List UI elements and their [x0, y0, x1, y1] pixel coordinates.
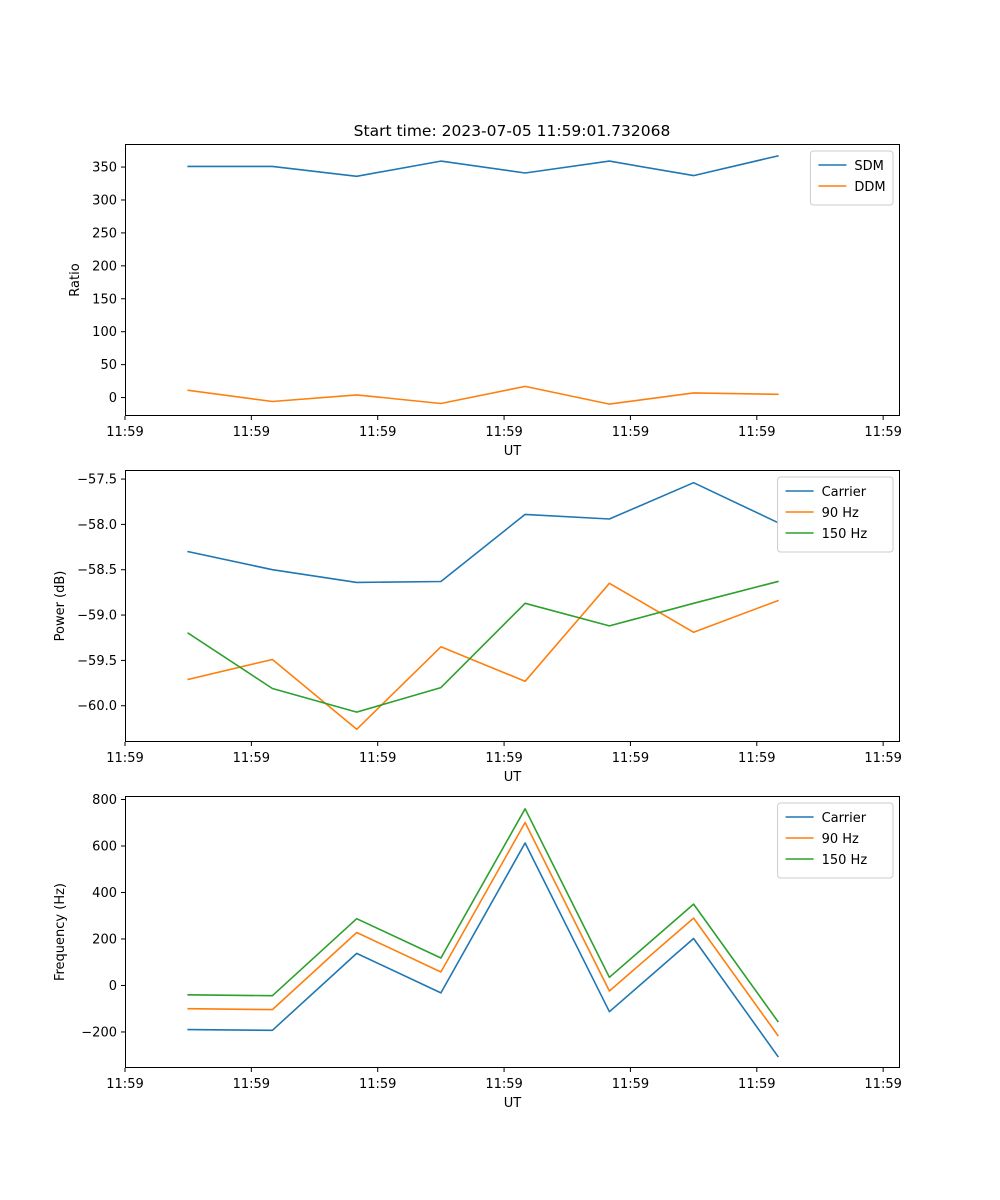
x-tick-label: 11:59 [612, 1077, 649, 1092]
x-tick-label: 11:59 [864, 425, 901, 440]
x-tick-label: 11:59 [106, 1077, 143, 1092]
x-tick-label: 11:59 [359, 1077, 396, 1092]
legend-label: 90 Hz [822, 832, 859, 847]
legend-label: 90 Hz [822, 506, 859, 521]
y-tick-label: 300 [92, 193, 117, 208]
charts-container: 11:59 11:59 11:59 11:59 11:59 11:59 11:59 0 50 10… [53, 144, 902, 1111]
y-axis-label: Frequency (Hz) [53, 883, 68, 981]
y-axis-label: Ratio [68, 263, 83, 296]
x-tick-label: 11:59 [864, 751, 901, 766]
legend-label: 150 Hz [822, 853, 868, 868]
y-tick-label: 100 [92, 325, 117, 340]
series-line-carrier [187, 481, 779, 584]
y-tick-label: 200 [92, 932, 117, 947]
subplot-1: 11:59 11:59 11:59 11:59 11:59 11:59 11:59 0 50 10… [68, 144, 902, 459]
x-tick-label: 11:59 [485, 751, 522, 766]
legend: Carrier 90 Hz 150 Hz [777, 802, 894, 879]
y-tick-label: 50 [100, 358, 117, 373]
series-line-90-hz [187, 582, 779, 731]
x-axis-label: UT [504, 770, 522, 785]
y-tick-label: −59.5 [77, 654, 117, 669]
x-tick-label: 11:59 [612, 425, 649, 440]
y-tick-label: 0 [109, 979, 117, 994]
figure-title: Start time: 2023-07-05 11:59:01.732068 [354, 122, 671, 140]
x-tick-label: 11:59 [485, 425, 522, 440]
x-tick-label: 11:59 [738, 425, 775, 440]
axes-frame [125, 470, 900, 742]
series-line-ddm [187, 385, 779, 405]
legend-label: SDM [854, 159, 883, 174]
plot-lines [187, 154, 779, 405]
x-tick-label: 11:59 [233, 425, 270, 440]
y-tick-label: −58.0 [77, 518, 117, 533]
x-tick-label: 11:59 [738, 1077, 775, 1092]
subplot-2: 11:59 11:59 11:59 11:59 11:59 11:59 11:59 −60.0… [53, 470, 902, 785]
y-tick-label: 250 [92, 226, 117, 241]
axes-frame [125, 144, 900, 416]
x-tick-label: 11:59 [612, 751, 649, 766]
legend: SDM DDM [809, 150, 894, 206]
x-tick-label: 11:59 [359, 751, 396, 766]
series-line-carrier [187, 842, 780, 1058]
y-tick-label: −58.5 [77, 563, 117, 578]
y-tick-label: −200 [81, 1025, 117, 1040]
legend-label: DDM [854, 180, 885, 195]
x-axis-label: UT [504, 1096, 522, 1111]
y-tick-label: 200 [92, 259, 117, 274]
series-line-sdm [187, 154, 779, 178]
y-tick-label: 600 [92, 839, 117, 854]
y-tick-label: −60.0 [77, 699, 117, 714]
x-tick-label: 11:59 [233, 751, 270, 766]
series-line-150-hz [187, 807, 780, 1023]
y-tick-label: −57.5 [77, 473, 117, 488]
x-axis-label: UT [504, 444, 522, 459]
x-tick-label: 11:59 [233, 1077, 270, 1092]
series-line-150-hz [187, 580, 779, 713]
x-tick-label: 11:59 [106, 425, 143, 440]
x-tick-label: 11:59 [485, 1077, 522, 1092]
plot-lines [187, 481, 779, 731]
x-tick-label: 11:59 [359, 425, 396, 440]
legend-label: Carrier [822, 485, 867, 500]
x-tick-label: 11:59 [106, 751, 143, 766]
y-tick-label: 800 [92, 793, 117, 808]
subplot-3: 11:59 11:59 11:59 11:59 11:59 11:59 11:59 −200 0… [53, 793, 902, 1111]
x-tick-label: 11:59 [738, 751, 775, 766]
y-axis-label: Power (dB) [53, 571, 68, 642]
y-tick-label: 350 [92, 161, 117, 176]
x-tick-label: 11:59 [864, 1077, 901, 1092]
legend: Carrier 90 Hz 150 Hz [777, 476, 894, 553]
series-line-90-hz [187, 821, 780, 1037]
plot-lines [187, 807, 780, 1058]
legend-label: 150 Hz [822, 527, 868, 542]
y-tick-label: 400 [92, 886, 117, 901]
y-tick-label: −59.0 [77, 609, 117, 624]
y-tick-label: 0 [109, 391, 117, 406]
axes-frame [125, 796, 900, 1068]
legend-label: Carrier [822, 811, 867, 826]
y-tick-label: 150 [92, 292, 117, 307]
